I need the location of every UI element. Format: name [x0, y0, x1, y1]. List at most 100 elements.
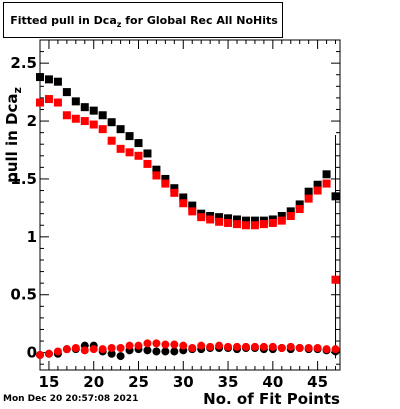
data-point — [215, 217, 224, 226]
data-point — [170, 347, 179, 356]
data-point — [36, 98, 44, 107]
data-point — [116, 344, 125, 352]
data-point — [277, 212, 286, 220]
data-point — [286, 207, 295, 216]
data-point — [179, 341, 188, 350]
data-point — [206, 215, 215, 224]
y-tick-label: 1.5 — [10, 170, 37, 188]
data-point — [107, 349, 116, 358]
data-point — [107, 118, 116, 127]
data-point — [152, 347, 161, 356]
data-point — [188, 201, 197, 210]
data-point — [80, 103, 89, 112]
data-point — [268, 342, 277, 351]
y-tick-label: 0.5 — [10, 286, 37, 304]
chart-title-sub: z — [116, 20, 122, 30]
data-point — [250, 221, 259, 230]
data-point — [277, 344, 286, 352]
data-point — [62, 345, 71, 354]
data-point — [98, 111, 107, 120]
title-box: Fitted pull in Dcaz for Global Rec All N… — [3, 2, 283, 38]
data-point — [313, 180, 322, 189]
data-point — [170, 184, 179, 193]
data-point — [286, 342, 295, 351]
data-point — [125, 132, 134, 141]
data-point — [233, 220, 242, 229]
data-point — [250, 216, 259, 225]
data-point — [322, 170, 331, 179]
data-point — [313, 344, 322, 352]
data-point — [134, 151, 143, 160]
data-point — [233, 342, 242, 351]
y-tick-label: 2 — [27, 112, 37, 130]
data-point — [161, 174, 170, 183]
data-point — [116, 144, 125, 153]
data-point — [89, 106, 98, 115]
y-tick-label: 2.5 — [10, 54, 37, 72]
svg-text:pull in Dcaz: pull in Dcaz — [3, 87, 24, 183]
data-point — [152, 165, 161, 174]
data-point — [116, 352, 125, 361]
data-point — [80, 346, 89, 355]
data-point — [134, 139, 143, 148]
data-point — [80, 117, 89, 126]
data-point — [143, 159, 152, 168]
data-point — [206, 342, 215, 351]
chart-title-main: Fitted pull in Dca — [10, 14, 117, 27]
data-point — [197, 213, 206, 222]
data-point — [53, 347, 62, 356]
data-point — [170, 188, 179, 197]
y-axis-title-sub: z — [11, 87, 24, 93]
data-point — [241, 342, 250, 351]
data-point — [71, 114, 80, 123]
data-point — [331, 275, 340, 284]
data-point — [89, 120, 98, 129]
x-tick-label: 45 — [307, 373, 328, 391]
data-point — [304, 187, 313, 196]
data-point — [44, 95, 53, 104]
data-point — [331, 345, 340, 354]
x-tick-label: 15 — [39, 373, 60, 391]
data-point — [125, 148, 134, 157]
data-point — [179, 199, 188, 208]
data-point — [322, 179, 331, 188]
y-axis-title: pull in Dcaz — [3, 87, 24, 183]
data-point — [188, 207, 197, 216]
data-point — [331, 192, 340, 201]
data-point — [98, 345, 107, 354]
data-point — [161, 347, 170, 356]
data-point — [71, 344, 80, 352]
data-point — [313, 186, 322, 195]
data-point — [197, 341, 206, 350]
data-point — [241, 216, 250, 225]
data-point — [36, 73, 44, 82]
x-tick-label: 30 — [173, 373, 194, 391]
y-axis-title-main: pull in Dca — [3, 93, 21, 182]
data-point — [179, 193, 188, 202]
data-point — [53, 98, 62, 107]
data-point — [304, 344, 313, 352]
data-point — [116, 125, 125, 134]
data-point — [286, 212, 295, 220]
data-point — [259, 220, 268, 229]
data-point — [215, 213, 224, 222]
data-point — [188, 344, 197, 352]
data-point — [224, 342, 233, 351]
x-axis-title: No. of Fit Points — [203, 390, 340, 408]
data-point — [295, 205, 304, 214]
tick-labels: 15 20 25 30 35 40 45 0 0.5 1 1.5 2 2.5 — [10, 54, 328, 391]
data-point — [71, 97, 80, 106]
data-point — [125, 341, 134, 350]
data-point — [241, 221, 250, 230]
data-marks — [36, 73, 340, 361]
data-point — [277, 216, 286, 225]
data-point — [53, 77, 62, 86]
data-point — [161, 340, 170, 349]
data-point — [143, 346, 152, 355]
data-point — [107, 136, 116, 145]
data-point — [143, 339, 152, 348]
data-point — [170, 340, 179, 349]
data-point — [143, 149, 152, 158]
data-point — [268, 218, 277, 227]
